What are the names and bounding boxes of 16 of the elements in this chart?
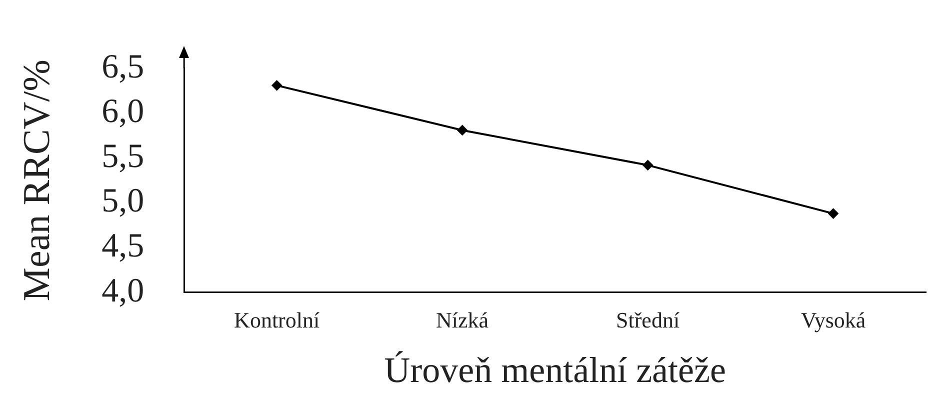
y-axis-title: Mean RRCV/% bbox=[16, 60, 58, 302]
x-axis-title: Úroveň mentální zátěže bbox=[384, 350, 726, 390]
x-tick-label: Kontrolní bbox=[234, 307, 320, 332]
x-tick-label: Vysoká bbox=[800, 307, 866, 332]
point bbox=[642, 160, 653, 170]
y-tick-label: 6,0 bbox=[102, 93, 144, 130]
y-tick-label: 5,5 bbox=[102, 138, 144, 175]
y-tick-label: 6,5 bbox=[102, 48, 144, 86]
point bbox=[457, 125, 468, 136]
x-tick-label: Střední bbox=[616, 307, 680, 332]
y-tick-label: 4,0 bbox=[102, 272, 144, 310]
x-tick-label: Nízká bbox=[436, 307, 489, 332]
point bbox=[272, 80, 282, 90]
y-tick-label: 5,0 bbox=[102, 182, 144, 220]
point bbox=[828, 208, 838, 219]
y-tick-label: 4,5 bbox=[102, 228, 144, 265]
